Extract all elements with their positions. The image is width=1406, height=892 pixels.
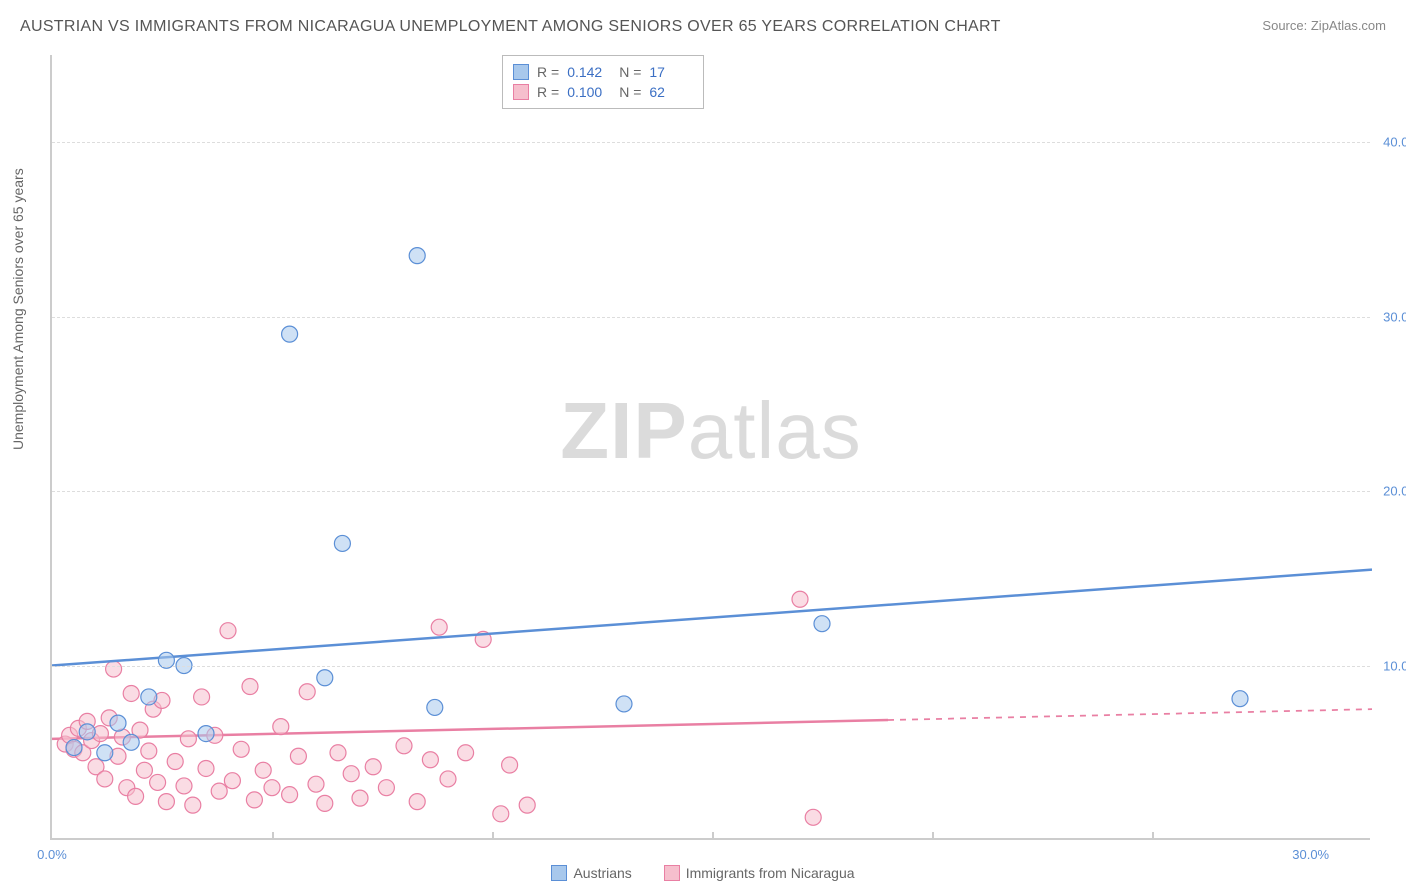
data-point (805, 809, 821, 825)
data-point (211, 783, 227, 799)
data-point (242, 678, 258, 694)
data-point (317, 670, 333, 686)
gridline-horizontal (52, 666, 1370, 667)
data-point (233, 741, 249, 757)
data-point (308, 776, 324, 792)
data-point (282, 787, 298, 803)
y-axis-label: Unemployment Among Seniors over 65 years (10, 168, 26, 450)
source-value: ZipAtlas.com (1311, 18, 1386, 33)
data-point (110, 715, 126, 731)
data-point (282, 326, 298, 342)
gridline-vertical (1152, 832, 1154, 840)
data-point (141, 743, 157, 759)
x-tick-label: 0.0% (37, 847, 67, 862)
data-point (220, 623, 236, 639)
data-point (409, 248, 425, 264)
x-tick-label: 30.0% (1292, 847, 1329, 862)
gridline-vertical (712, 832, 714, 840)
data-point (1232, 691, 1248, 707)
data-point (422, 752, 438, 768)
data-point (431, 619, 447, 635)
data-point (198, 726, 214, 742)
data-point (616, 696, 632, 712)
data-point (343, 766, 359, 782)
data-point (79, 724, 95, 740)
data-point (194, 689, 210, 705)
data-point (180, 731, 196, 747)
data-point (136, 762, 152, 778)
data-point (334, 535, 350, 551)
legend-item: Austrians (551, 865, 631, 881)
data-point (123, 734, 139, 750)
trendline-extrapolated (888, 709, 1372, 720)
data-point (246, 792, 262, 808)
data-point (378, 780, 394, 796)
data-point (106, 661, 122, 677)
data-point (458, 745, 474, 761)
trendline (52, 570, 1372, 666)
data-point (365, 759, 381, 775)
data-point (519, 797, 535, 813)
data-point (502, 757, 518, 773)
data-point (396, 738, 412, 754)
data-point (814, 616, 830, 632)
data-point (150, 774, 166, 790)
data-point (128, 788, 144, 804)
data-point (224, 773, 240, 789)
data-point (198, 760, 214, 776)
swatch-nicaragua (664, 865, 680, 881)
data-point (409, 794, 425, 810)
source-credit: Source: ZipAtlas.com (1262, 18, 1386, 33)
legend-label: Austrians (573, 865, 631, 881)
data-point (141, 689, 157, 705)
data-point (176, 778, 192, 794)
trendline (52, 720, 888, 739)
data-point (493, 806, 509, 822)
data-point (352, 790, 368, 806)
scatter-svg (52, 55, 1372, 840)
data-point (290, 748, 306, 764)
y-tick-label: 40.0% (1375, 135, 1406, 150)
data-point (273, 719, 289, 735)
data-point (792, 591, 808, 607)
data-point (123, 685, 139, 701)
data-point (255, 762, 271, 778)
data-point (299, 684, 315, 700)
gridline-vertical (492, 832, 494, 840)
gridline-horizontal (52, 491, 1370, 492)
gridline-horizontal (52, 142, 1370, 143)
data-point (317, 795, 333, 811)
data-point (97, 771, 113, 787)
bottom-legend: Austrians Immigrants from Nicaragua (0, 865, 1406, 884)
legend-item: Immigrants from Nicaragua (664, 865, 855, 881)
data-point (97, 745, 113, 761)
y-tick-label: 30.0% (1375, 309, 1406, 324)
gridline-vertical (932, 832, 934, 840)
data-point (264, 780, 280, 796)
y-tick-label: 20.0% (1375, 484, 1406, 499)
data-point (158, 794, 174, 810)
data-point (185, 797, 201, 813)
gridline-vertical (272, 832, 274, 840)
data-point (330, 745, 346, 761)
swatch-austrians (551, 865, 567, 881)
data-point (66, 740, 82, 756)
gridline-horizontal (52, 317, 1370, 318)
source-label: Source: (1262, 18, 1307, 33)
data-point (440, 771, 456, 787)
data-point (427, 699, 443, 715)
plot-area: ZIPatlas R = 0.142 N = 17 R = 0.100 N = … (50, 55, 1370, 840)
data-point (167, 754, 183, 770)
chart-title: AUSTRIAN VS IMMIGRANTS FROM NICARAGUA UN… (20, 18, 1001, 36)
legend-label: Immigrants from Nicaragua (686, 865, 855, 881)
y-tick-label: 10.0% (1375, 658, 1406, 673)
